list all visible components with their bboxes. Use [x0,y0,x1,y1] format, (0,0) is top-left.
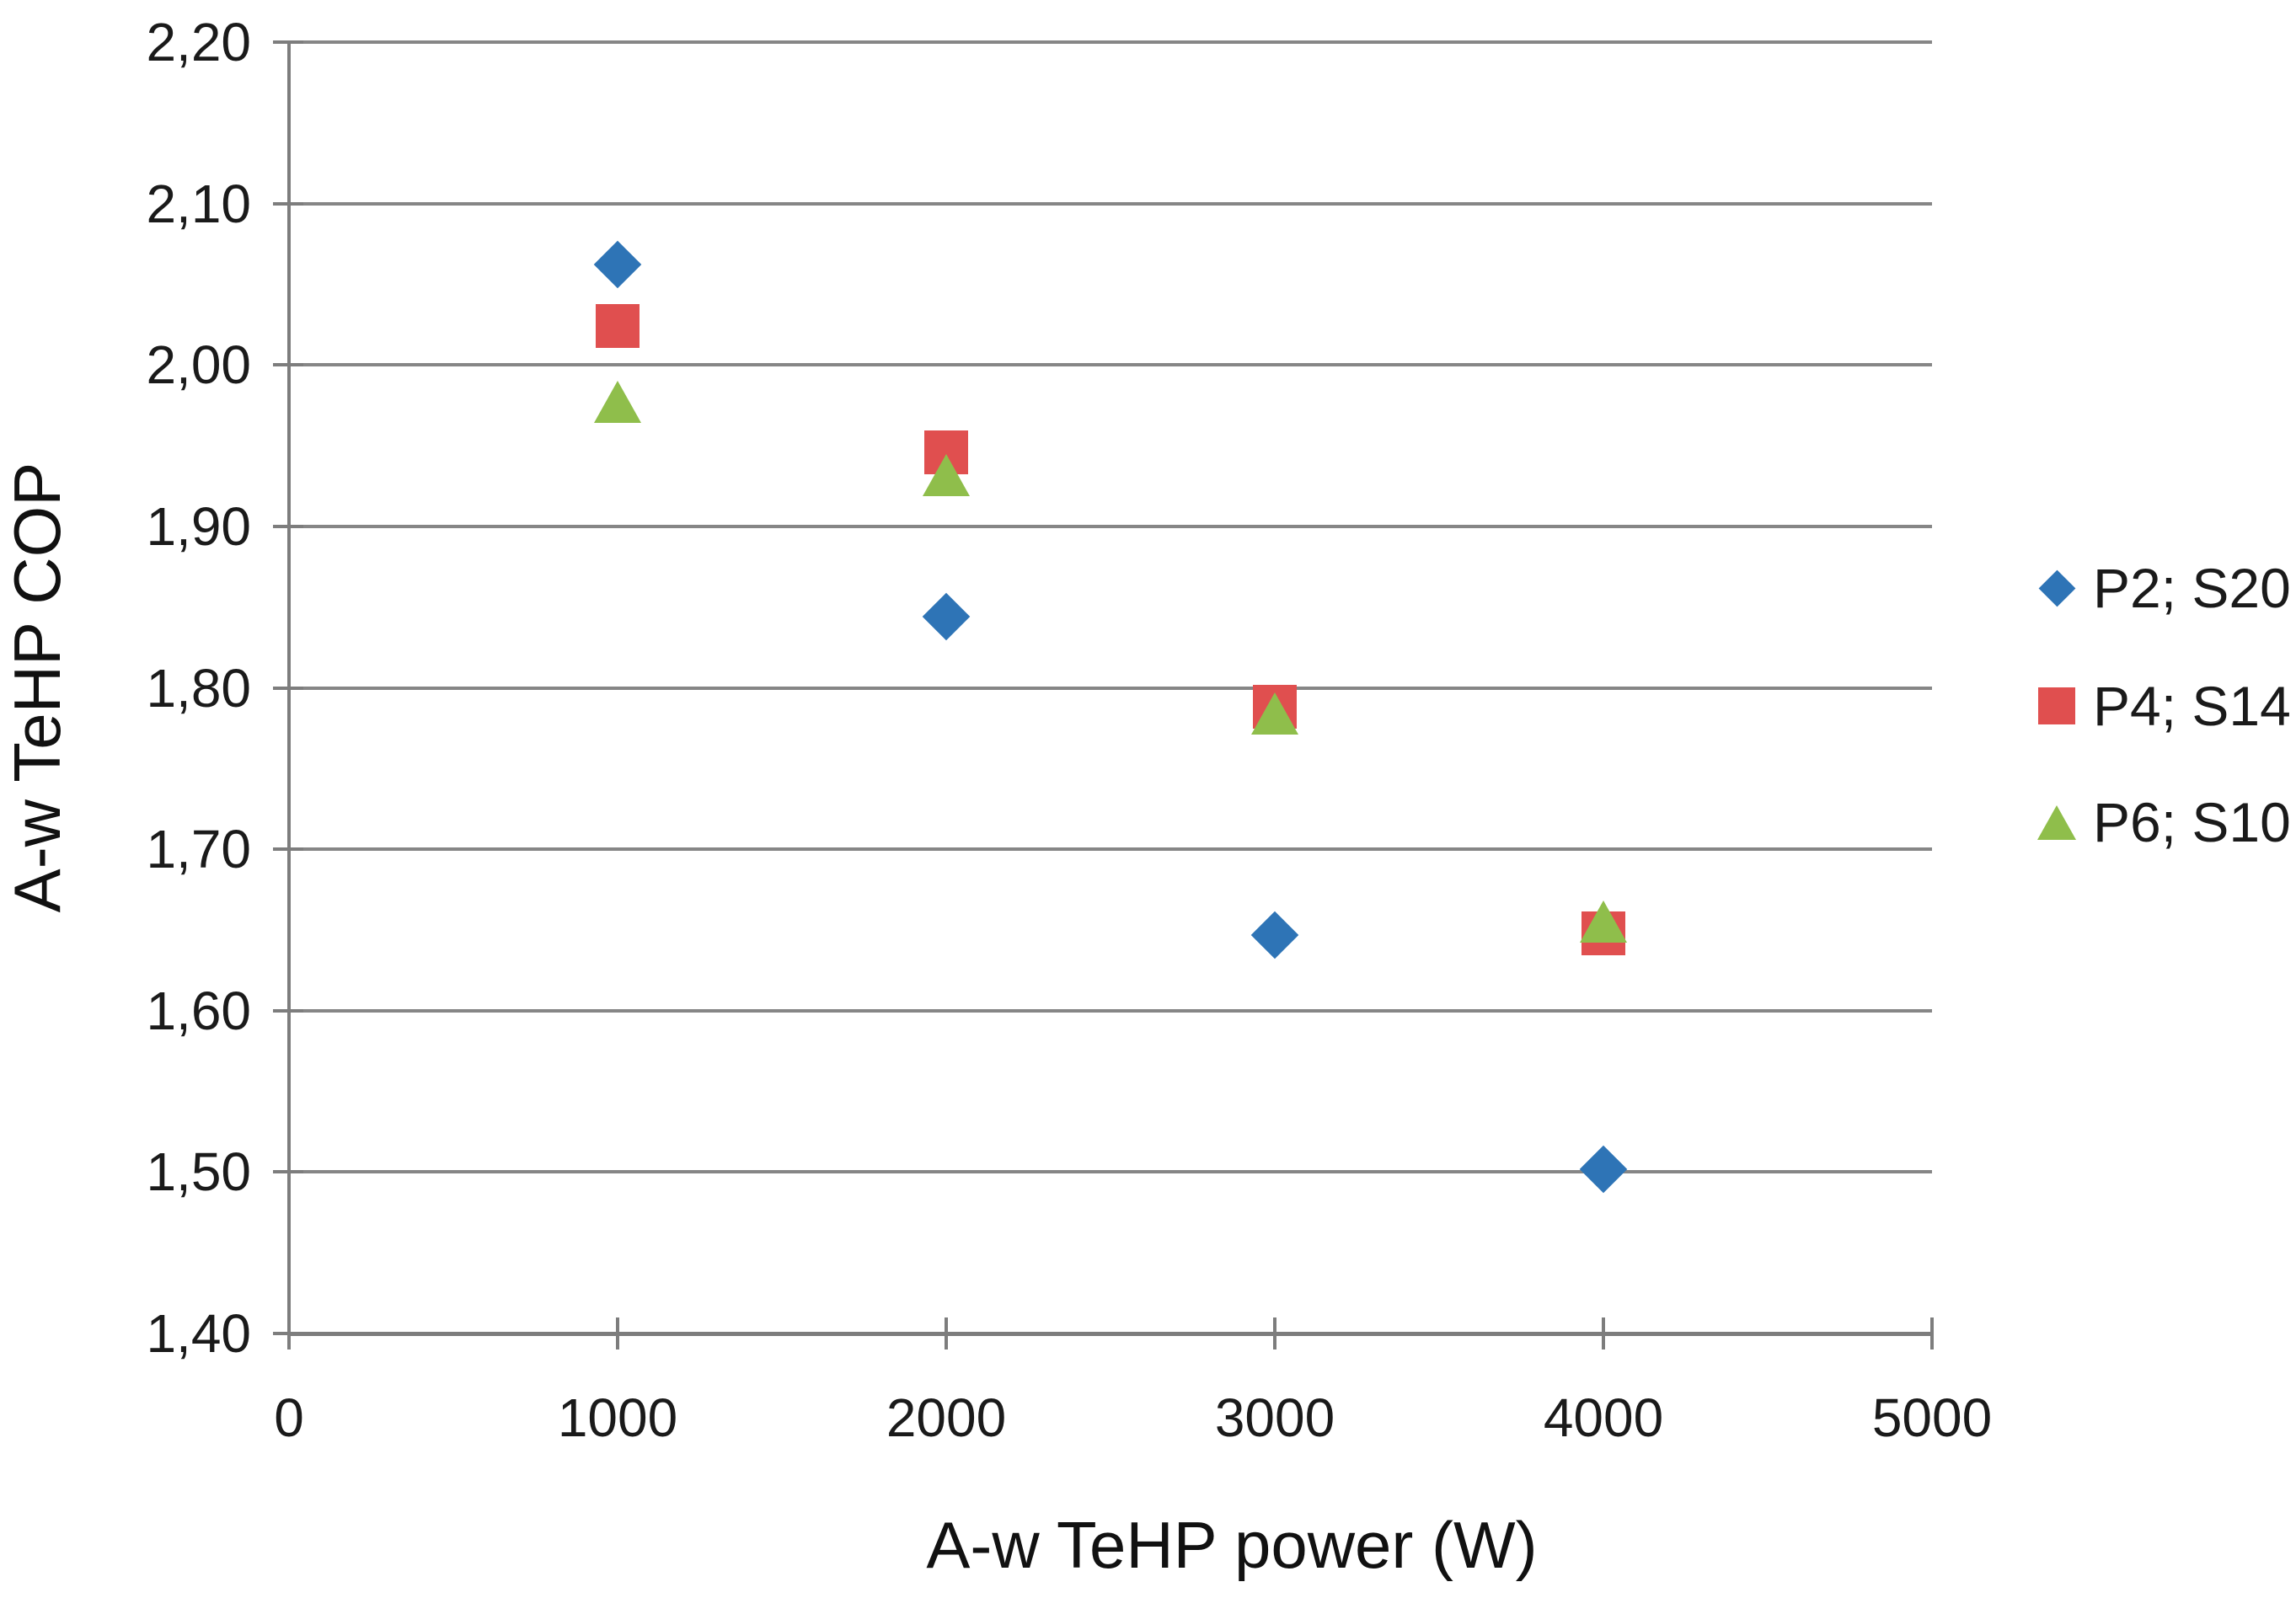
x-axis-line [289,1332,1932,1336]
x-tick-3000 [1273,1317,1276,1349]
y-tick-label-1.8: 1,80 [146,657,251,719]
legend-square-swatch [2038,687,2075,724]
data-point-p2s20-2000 [922,592,971,641]
legend-label-3: P6; S10 [2093,791,2291,853]
legend-triangle-swatch [2037,804,2076,840]
gridline-y-1.7 [289,847,1932,852]
gridline-y-2.1 [289,201,1932,206]
x-tick-0 [287,1317,291,1349]
y-tick-label-1.7: 1,70 [146,819,251,880]
x-tick-label-1000: 1000 [557,1387,678,1448]
legend-item-2: P4; S14 [2032,664,2291,748]
y-tick-1.7 [273,847,303,852]
data-point-p2s20-1000 [593,241,642,289]
x-tick-label-0: 0 [274,1387,304,1448]
x-tick-2000 [945,1317,948,1349]
x-tick-label-2000: 2000 [886,1387,1007,1448]
y-tick-label-2.2: 2,20 [146,12,251,72]
y-tick-label-1.4: 1,40 [146,1303,251,1364]
legend-item-3: P6; S10 [2032,780,2291,864]
y-tick-1.8 [273,686,303,690]
square-icon [2032,664,2081,748]
data-point-p6s10-3000 [1251,692,1298,735]
diamond-icon [2032,546,2081,630]
x-tick-label-5000: 5000 [1871,1387,1993,1448]
legend-item-1: P2; S20 [2032,546,2291,630]
y-tick-1.5 [273,1170,303,1174]
y-tick-2 [273,363,303,367]
legend-diamond-swatch [2038,569,2075,607]
y-tick-1.9 [273,524,303,528]
data-point-p2s20-3000 [1250,911,1299,959]
x-tick-label-3000: 3000 [1214,1387,1335,1448]
y-tick-1.6 [273,1008,303,1013]
y-tick-label-2.1: 2,10 [146,173,251,234]
y-tick-label-1.9: 1,90 [146,495,251,557]
x-axis-title: A-w TeHP power (W) [926,1508,1538,1582]
gridline-y-2.2 [289,40,1932,44]
y-tick-label-2: 2,00 [146,334,251,396]
y-tick-2.1 [273,201,303,206]
data-point-p2s20-4000 [1579,1145,1628,1193]
data-point-p6s10-1000 [594,381,641,424]
data-point-p4s14-1000 [596,304,640,349]
gridline-y-1.9 [289,524,1932,528]
y-tick-label-1.5: 1,50 [146,1141,251,1203]
x-tick-1000 [616,1317,619,1349]
gridline-y-2 [289,363,1932,367]
gridline-y-1.6 [289,1008,1932,1013]
triangle-icon [2032,780,2081,864]
gridline-y-1.8 [289,686,1932,690]
x-tick-label-4000: 4000 [1543,1387,1664,1448]
gridline-y-1.5 [289,1170,1932,1174]
data-point-p6s10-2000 [923,453,970,496]
y-tick-2.2 [273,40,303,44]
legend-label-1: P2; S20 [2093,557,2291,619]
x-tick-5000 [1930,1317,1934,1349]
x-tick-4000 [1602,1317,1605,1349]
y-tick-label-1.6: 1,60 [146,980,251,1041]
data-point-p6s10-4000 [1580,901,1627,943]
legend-label-2: P4; S14 [2093,675,2291,737]
